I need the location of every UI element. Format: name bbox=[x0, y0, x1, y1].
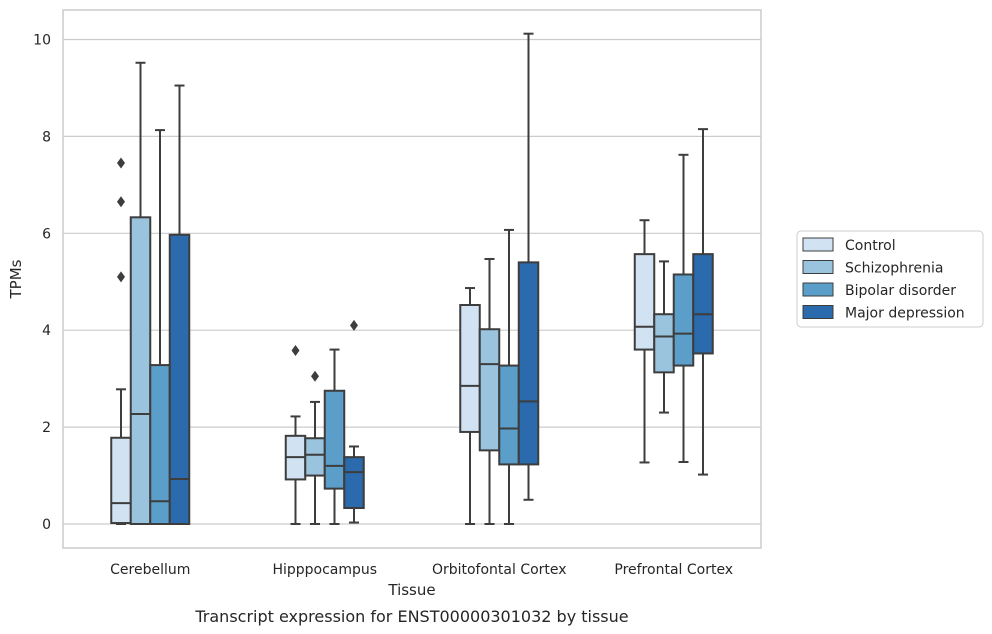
box-bipolar-disorder bbox=[498, 228, 520, 525]
outlier-point bbox=[117, 157, 125, 169]
legend-frame bbox=[796, 230, 984, 328]
box-schizophrenia bbox=[653, 260, 675, 414]
legend-label: Major depression bbox=[845, 306, 965, 322]
box-body bbox=[459, 304, 481, 433]
box-body bbox=[653, 313, 675, 374]
box-body bbox=[343, 456, 365, 510]
outlier-point bbox=[291, 345, 300, 357]
box-body bbox=[129, 216, 152, 525]
legend-label: Bipolar disorder bbox=[845, 283, 956, 299]
legend-swatch bbox=[802, 260, 834, 274]
outlier-point bbox=[117, 196, 125, 208]
plot-boxes bbox=[110, 32, 714, 526]
box-bipolar-disorder bbox=[672, 153, 695, 463]
y-tick-label: 8 bbox=[42, 129, 51, 145]
legend-swatch bbox=[802, 305, 834, 319]
box-control bbox=[110, 157, 132, 525]
box-control bbox=[284, 345, 307, 525]
legend: Control Schizophrenia Bipolar disorder Majo… bbox=[796, 230, 984, 328]
y-tick-label: 0 bbox=[42, 517, 51, 533]
box-major-depression bbox=[692, 128, 714, 476]
box-body bbox=[110, 436, 132, 525]
x-tick-label: Hipppocampus bbox=[272, 562, 377, 578]
y-axis-label: TPMs bbox=[7, 259, 25, 299]
y-tick-label: 4 bbox=[42, 323, 51, 339]
box-major-depression bbox=[343, 319, 365, 524]
legend-swatch bbox=[802, 237, 834, 252]
box-body bbox=[168, 233, 191, 525]
legend-swatch bbox=[802, 282, 834, 297]
box-body bbox=[692, 253, 714, 355]
chart-caption: Transcript expression for ENST0000030103… bbox=[194, 607, 628, 626]
box-body bbox=[304, 437, 326, 477]
outlier-point bbox=[350, 319, 358, 331]
outlier-point bbox=[311, 370, 319, 382]
box-bipolar-disorder bbox=[149, 129, 171, 526]
x-tick-label: Orbitofontal Cortex bbox=[432, 562, 567, 578]
box-schizophrenia bbox=[304, 370, 326, 525]
box-major-depression bbox=[517, 32, 540, 501]
x-tick-labels: Cerebellum Hipppocampus Orbitofontal Corte… bbox=[110, 562, 733, 578]
box-major-depression bbox=[168, 84, 191, 525]
box-body bbox=[672, 273, 695, 367]
legend-label: Control bbox=[845, 238, 896, 254]
box-schizophrenia bbox=[478, 257, 501, 525]
y-tick-labels: 0 2 4 6 8 10 bbox=[33, 33, 51, 534]
box-body bbox=[633, 253, 656, 351]
box-control bbox=[633, 219, 656, 464]
plot-frame bbox=[62, 9, 762, 549]
x-tick-label: Cerebellum bbox=[110, 562, 190, 578]
box-body bbox=[498, 364, 520, 466]
outlier-point bbox=[117, 271, 125, 283]
x-axis-label: Tissue bbox=[387, 581, 435, 599]
box-body bbox=[323, 389, 346, 490]
box-control bbox=[459, 287, 481, 525]
y-tick-label: 6 bbox=[42, 226, 51, 242]
box-body bbox=[149, 364, 171, 526]
box-schizophrenia bbox=[129, 61, 152, 525]
x-tick-label: Prefrontal Cortex bbox=[614, 562, 733, 578]
y-tick-label: 2 bbox=[42, 420, 51, 436]
y-tick-label: 10 bbox=[33, 33, 51, 49]
box-bipolar-disorder bbox=[323, 348, 346, 525]
box-body bbox=[517, 261, 540, 466]
legend-label: Schizophrenia bbox=[845, 261, 943, 277]
box-body bbox=[478, 328, 501, 452]
